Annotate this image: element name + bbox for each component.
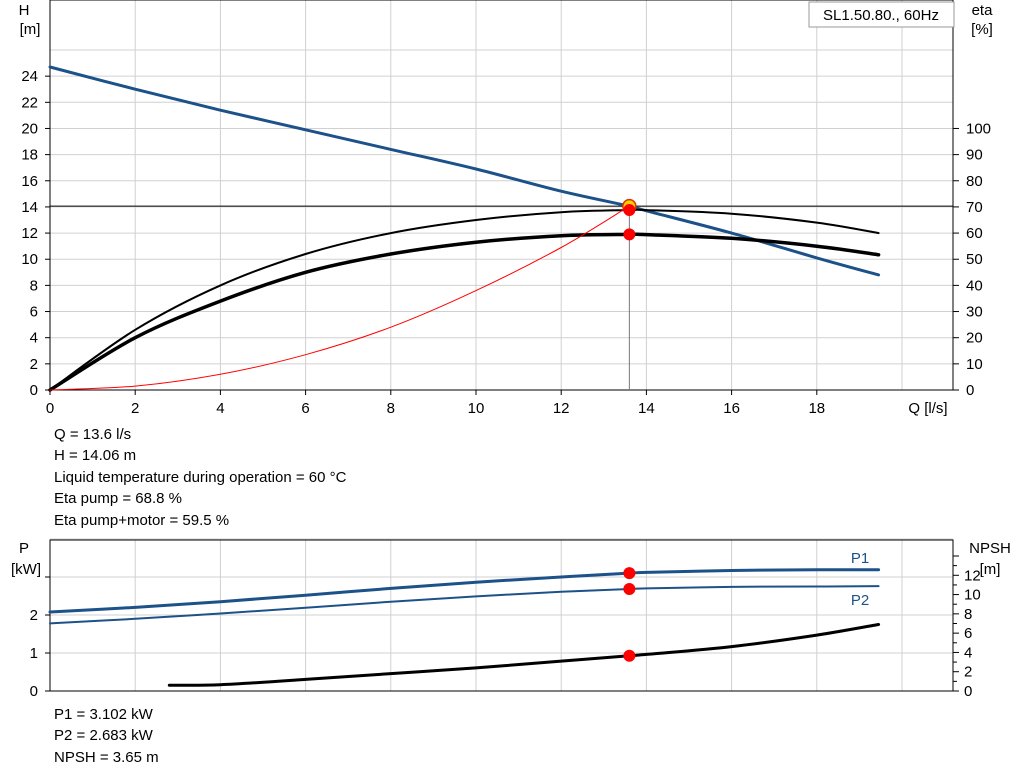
eta-tick-label: 50	[966, 251, 983, 268]
info-p2: P2 = 2.683 kW	[54, 727, 153, 745]
eta-tick-label: 70	[966, 199, 983, 216]
p-axis-label: P	[19, 540, 29, 557]
x-tick-label: 6	[301, 400, 309, 417]
title-box	[808, 1, 955, 28]
h-tick-label: 10	[21, 251, 38, 268]
p2-series-label: P2	[851, 592, 869, 609]
npsh-tick-label: 8	[964, 606, 972, 623]
duty-point-npsh	[623, 649, 636, 662]
npsh-curve	[167, 623, 881, 687]
eta-tick-label: 10	[966, 356, 983, 373]
head-chart-frame	[49, 0, 954, 391]
info-head: H = 14.06 m	[54, 447, 137, 465]
operating-points	[622, 198, 637, 662]
eta-total-curve	[48, 232, 881, 392]
chart-title: SL1.50.80., 60Hz	[823, 7, 939, 24]
h-axis-unit: [m]	[20, 21, 41, 38]
npsh-tick-label: 12	[964, 567, 981, 584]
power-chart-series	[48, 568, 881, 687]
h-tick-label: 8	[30, 277, 38, 294]
p-tick-label: 1	[30, 645, 38, 662]
eta-tick-label: 0	[966, 382, 974, 399]
p-axis-unit: [kW]	[11, 561, 41, 578]
eta-axis-unit: [%]	[971, 21, 993, 38]
x-tick-label: 4	[216, 400, 224, 417]
duty-point-p1	[623, 567, 636, 580]
info-flow: Q = 13.6 l/s	[54, 426, 132, 443]
npsh-tick-label: 6	[964, 625, 972, 642]
npsh-tick-label: 0	[964, 683, 972, 700]
duty-point-eta-total	[623, 228, 636, 241]
h-tick-label: 20	[21, 120, 38, 137]
x-tick-label: 16	[723, 400, 740, 417]
eta-tick-label: 40	[966, 277, 983, 294]
power-info: P1 = 3.102 kW P2 = 2.683 kW NPSH = 3.65 …	[54, 704, 159, 768]
eta-tick-label: 90	[966, 147, 983, 164]
h-tick-label: 18	[21, 147, 38, 164]
npsh-tick-label: 10	[964, 587, 981, 604]
info-liquid-temperature: Liquid temperature during operation = 60…	[54, 468, 347, 486]
h-tick-label: 2	[30, 356, 38, 373]
eta-pump-curve	[49, 208, 880, 391]
eta-tick-label: 80	[966, 173, 983, 190]
h-axis-label: H	[19, 2, 30, 19]
x-tick-label: 2	[131, 400, 139, 417]
q-axis-label: Q [l/s]	[908, 400, 947, 417]
npsh-tick-label: 4	[964, 644, 972, 661]
head-chart-series	[48, 65, 953, 392]
p-tick-label: 2	[30, 607, 38, 624]
operating-point-info: Q = 13.6 l/s H = 14.06 m Liquid temperat…	[54, 424, 346, 531]
x-tick-label: 10	[468, 400, 485, 417]
p-tick-label: 0	[30, 683, 38, 700]
eta-tick-label: 30	[966, 304, 983, 321]
x-tick-label: 8	[387, 400, 395, 417]
head-chart-axes: 0 2 4 6 8 10 12 14 16 180246810121416182022240102…	[21, 68, 991, 417]
h-tick-label: 12	[21, 225, 38, 242]
h-tick-label: 0	[30, 382, 38, 399]
x-tick-label: 12	[553, 400, 570, 417]
x-tick-label: 18	[808, 400, 825, 417]
npsh-tick-label: 2	[964, 664, 972, 681]
eta-tick-label: 100	[966, 120, 991, 137]
x-tick-label: 14	[638, 400, 655, 417]
h-tick-label: 24	[21, 68, 38, 85]
h-tick-label: 16	[21, 173, 38, 190]
h-tick-label: 22	[21, 94, 38, 111]
info-eta-pump: Eta pump = 68.8 %	[54, 490, 182, 508]
duty-point-eta-pump	[623, 204, 636, 217]
duty-point-p2	[623, 583, 636, 596]
eta-tick-label: 60	[966, 225, 983, 242]
p2-curve	[49, 585, 880, 625]
h-tick-label: 4	[30, 330, 38, 347]
h-tick-label: 6	[30, 304, 38, 321]
h-tick-label: 14	[21, 199, 38, 216]
x-tick-label: 0	[46, 400, 54, 417]
head-curve	[48, 65, 881, 277]
system-curve	[49, 205, 630, 391]
p1-curve	[48, 568, 881, 614]
info-p1: P1 = 3.102 kW	[54, 706, 153, 723]
npsh-axis-label: NPSH	[969, 540, 1011, 557]
info-npsh: NPSH = 3.65 m	[54, 748, 159, 766]
head-chart-grid	[49, 0, 954, 391]
npsh-axis-unit: [m]	[980, 561, 1001, 578]
eta-axis-label: eta	[972, 2, 994, 19]
info-eta-total: Eta pump+motor = 59.5 %	[54, 511, 230, 529]
p1-series-label: P1	[851, 550, 869, 567]
eta-tick-label: 20	[966, 330, 983, 347]
